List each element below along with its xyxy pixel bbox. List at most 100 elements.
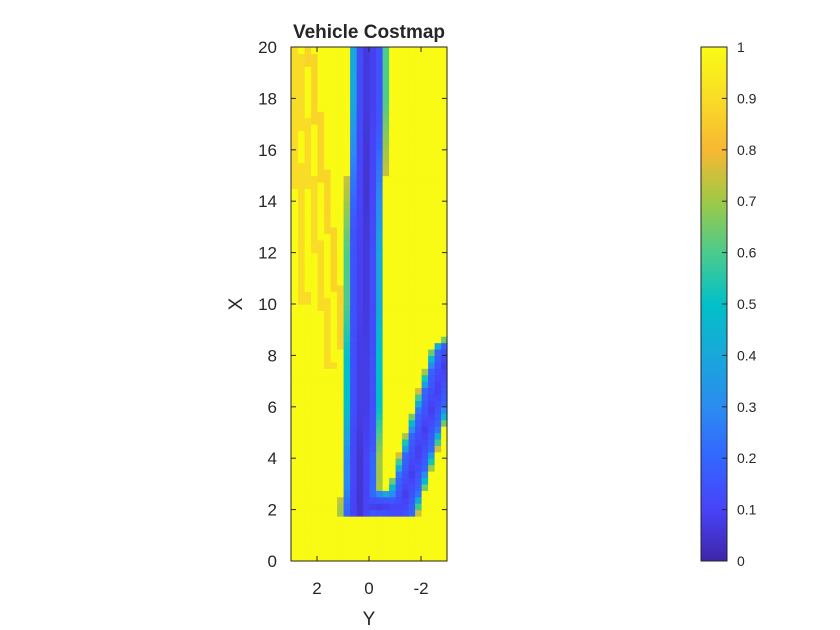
heatmap-cell — [369, 194, 377, 202]
heatmap-cell — [336, 220, 344, 228]
heatmap-cell — [349, 374, 357, 382]
heatmap-cell — [343, 47, 351, 55]
heatmap-cell — [401, 361, 409, 369]
heatmap-cell — [356, 329, 364, 337]
heatmap-cell — [408, 111, 416, 119]
heatmap-cell — [317, 111, 325, 119]
heatmap-cell — [336, 522, 344, 530]
heatmap-cell — [343, 233, 351, 241]
heatmap-cell — [440, 419, 448, 427]
heatmap-cell — [388, 336, 396, 344]
heatmap-cell — [408, 207, 416, 215]
heatmap-cell — [291, 220, 299, 228]
heatmap-cell — [414, 124, 422, 132]
heatmap-cell — [382, 400, 390, 408]
heatmap-cell — [395, 316, 403, 324]
heatmap-cell — [330, 361, 338, 369]
heatmap-cell — [330, 214, 338, 222]
heatmap-cell — [382, 259, 390, 267]
heatmap-cell — [414, 393, 422, 401]
heatmap-cell — [421, 329, 429, 337]
heatmap-cell — [356, 400, 364, 408]
heatmap-cell — [388, 432, 396, 440]
heatmap-cell — [440, 136, 448, 144]
heatmap-cell — [434, 175, 442, 183]
heatmap-cell — [427, 59, 435, 67]
heatmap-cell — [304, 355, 312, 363]
heatmap-cell — [382, 419, 390, 427]
heatmap-cell — [382, 361, 390, 369]
heatmap-cell — [323, 413, 331, 421]
heatmap-cell — [323, 72, 331, 80]
heatmap-cell — [401, 271, 409, 279]
heatmap-cell — [317, 438, 325, 446]
heatmap-cell — [401, 156, 409, 164]
heatmap-cell — [388, 516, 396, 524]
heatmap-cell — [343, 181, 351, 189]
heatmap-cell — [434, 304, 442, 312]
heatmap-cell — [310, 220, 318, 228]
heatmap-cell — [382, 265, 390, 273]
heatmap-cell — [375, 259, 383, 267]
heatmap-cell — [323, 554, 331, 562]
heatmap-cell — [427, 188, 435, 196]
heatmap-cell — [440, 53, 448, 61]
heatmap-cell — [310, 297, 318, 305]
heatmap-cell — [421, 53, 429, 61]
heatmap-cell — [330, 104, 338, 112]
heatmap-cell — [421, 535, 429, 543]
heatmap-cell — [395, 528, 403, 536]
heatmap-cell — [382, 374, 390, 382]
heatmap-cell — [375, 149, 383, 157]
heatmap-cell — [310, 130, 318, 138]
heatmap-cell — [440, 291, 448, 299]
heatmap-cell — [362, 393, 370, 401]
heatmap-cell — [414, 156, 422, 164]
heatmap-cell — [336, 72, 344, 80]
heatmap-cell — [310, 59, 318, 67]
heatmap-cell — [317, 432, 325, 440]
heatmap-cell — [421, 181, 429, 189]
heatmap-cell — [356, 156, 364, 164]
heatmap-cell — [330, 265, 338, 273]
heatmap-cell — [434, 252, 442, 260]
heatmap-cell — [388, 471, 396, 479]
heatmap-cell — [440, 541, 448, 549]
heatmap-cell — [323, 310, 331, 318]
heatmap-cell — [440, 265, 448, 273]
heatmap-cell — [323, 451, 331, 459]
heatmap-cell — [382, 541, 390, 549]
heatmap-cell — [369, 162, 377, 170]
heatmap-cell — [369, 201, 377, 209]
heatmap-cell — [310, 458, 318, 466]
heatmap-cell — [330, 47, 338, 55]
heatmap-cell — [304, 413, 312, 421]
heatmap-cell — [323, 516, 331, 524]
heatmap-cell — [401, 490, 409, 498]
heatmap-cell — [388, 548, 396, 556]
heatmap-cell — [330, 188, 338, 196]
heatmap-cell — [382, 98, 390, 106]
heatmap-cell — [362, 181, 370, 189]
heatmap-cell — [291, 477, 299, 485]
heatmap-cell — [414, 477, 422, 485]
heatmap-cell — [434, 117, 442, 125]
heatmap-cell — [343, 291, 351, 299]
heatmap-cell — [343, 194, 351, 202]
heatmap-cell — [401, 284, 409, 292]
heatmap-cell — [297, 342, 305, 350]
heatmap-cell — [401, 554, 409, 562]
y-tick-label: 8 — [268, 346, 277, 365]
heatmap-cell — [356, 535, 364, 543]
heatmap-cell — [362, 471, 370, 479]
heatmap-cell — [317, 162, 325, 170]
heatmap-cell — [421, 516, 429, 524]
heatmap-cell — [343, 329, 351, 337]
heatmap-cell — [388, 381, 396, 389]
heatmap-cell — [362, 503, 370, 511]
heatmap-cell — [356, 419, 364, 427]
heatmap-cell — [395, 400, 403, 408]
heatmap-cell — [434, 284, 442, 292]
heatmap-cell — [297, 265, 305, 273]
heatmap-cell — [375, 426, 383, 434]
